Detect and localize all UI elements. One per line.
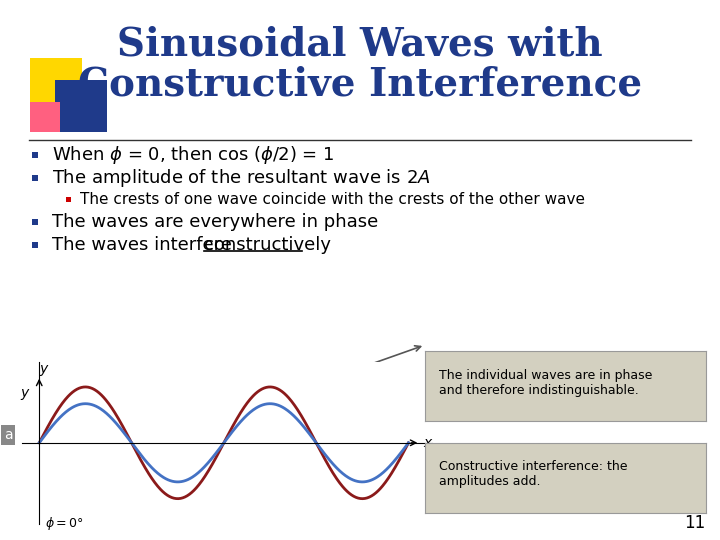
FancyBboxPatch shape [30, 102, 60, 132]
Text: Sinusoidal Waves with: Sinusoidal Waves with [117, 26, 603, 64]
Text: The amplitude of the resultant wave is 2$A$: The amplitude of the resultant wave is 2… [52, 167, 431, 189]
Text: Constructive interference: the
amplitudes add.: Constructive interference: the amplitude… [439, 461, 627, 488]
Text: Constructive Interference: Constructive Interference [78, 66, 642, 104]
Text: The crests of one wave coincide with the crests of the other wave: The crests of one wave coincide with the… [80, 192, 585, 206]
FancyBboxPatch shape [32, 219, 38, 225]
Text: y: y [21, 386, 29, 400]
FancyBboxPatch shape [32, 242, 38, 248]
Text: 11: 11 [684, 514, 705, 532]
Text: a: a [4, 428, 12, 442]
FancyBboxPatch shape [55, 80, 107, 132]
Text: The waves interfere: The waves interfere [52, 236, 238, 254]
Text: The waves are everywhere in phase: The waves are everywhere in phase [52, 213, 378, 231]
FancyBboxPatch shape [32, 175, 38, 181]
Text: y: y [40, 362, 48, 376]
Text: When $\phi$ = 0, then cos ($\phi$/2) = 1: When $\phi$ = 0, then cos ($\phi$/2) = 1 [52, 144, 335, 166]
FancyBboxPatch shape [30, 58, 82, 110]
Text: The individual waves are in phase
and therefore indistinguishable.: The individual waves are in phase and th… [439, 369, 652, 396]
Text: $\phi = 0°$: $\phi = 0°$ [45, 515, 84, 532]
FancyBboxPatch shape [66, 197, 71, 201]
Text: constructively: constructively [204, 236, 331, 254]
FancyBboxPatch shape [32, 152, 38, 158]
Text: x: x [423, 436, 431, 450]
